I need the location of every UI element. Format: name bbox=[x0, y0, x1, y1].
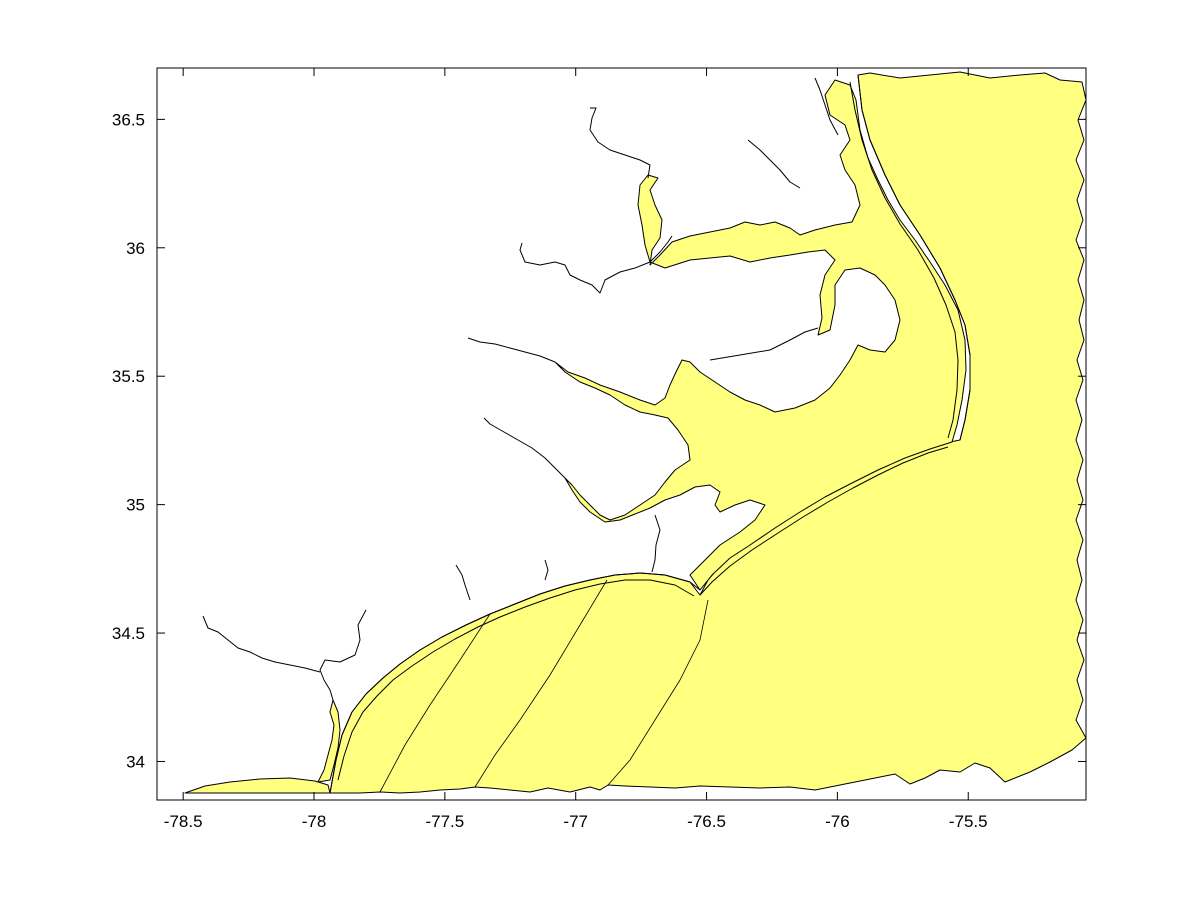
raleigh-barrier-line bbox=[699, 446, 949, 596]
plot-frame bbox=[156, 67, 1087, 801]
pamlico-albemarle-sounds bbox=[554, 79, 967, 591]
y-tick-label: 34 bbox=[126, 752, 145, 771]
mesh-boundary-3 bbox=[607, 599, 709, 786]
river-cape-fear bbox=[319, 609, 367, 701]
river-black-northeast bbox=[202, 615, 321, 673]
y-tick-label: 34.5 bbox=[112, 624, 145, 643]
x-tick-label: -77.5 bbox=[425, 812, 464, 831]
y-tick-label: 35 bbox=[126, 496, 145, 515]
river-pasquotank bbox=[814, 77, 839, 136]
onslow-barrier-line bbox=[329, 572, 701, 794]
river-neuse bbox=[483, 417, 566, 479]
causeway-croatan bbox=[709, 327, 819, 361]
outer-banks-coastline bbox=[857, 74, 971, 441]
onslow-inner-coast bbox=[337, 579, 695, 781]
y-tick-label: 36.5 bbox=[112, 110, 145, 129]
y-tick-label: 36 bbox=[126, 239, 145, 258]
river-white-oak bbox=[544, 559, 549, 581]
causeway-albemarle bbox=[649, 235, 673, 263]
x-tick-label: -77 bbox=[563, 812, 588, 831]
x-tick-label: -76 bbox=[825, 812, 850, 831]
river-perquimans bbox=[747, 139, 801, 189]
river-new bbox=[455, 564, 471, 601]
long-bay-strip bbox=[184, 777, 331, 794]
map-content bbox=[184, 71, 1086, 794]
x-tick-label: -78.5 bbox=[164, 812, 203, 831]
inner-barrier-line bbox=[849, 81, 959, 439]
river-tar-pamlico bbox=[467, 337, 556, 363]
mesh-boundary-1 bbox=[379, 613, 491, 793]
x-tick-label: -78 bbox=[302, 812, 327, 831]
mesh-boundary-2 bbox=[474, 579, 608, 788]
x-tick-label: -76.5 bbox=[687, 812, 726, 831]
river-newport bbox=[651, 514, 661, 573]
x-axis: -78.5 -78 -77.5 -77 -76.5 -76 -75.5 bbox=[164, 68, 988, 831]
river-roanoke bbox=[519, 242, 651, 294]
river-chowan bbox=[589, 107, 651, 179]
y-tick-label: 35.5 bbox=[112, 367, 145, 386]
y-axis: 34 34.5 35 35.5 36 36.5 bbox=[112, 110, 1086, 771]
x-tick-label: -75.5 bbox=[949, 812, 988, 831]
